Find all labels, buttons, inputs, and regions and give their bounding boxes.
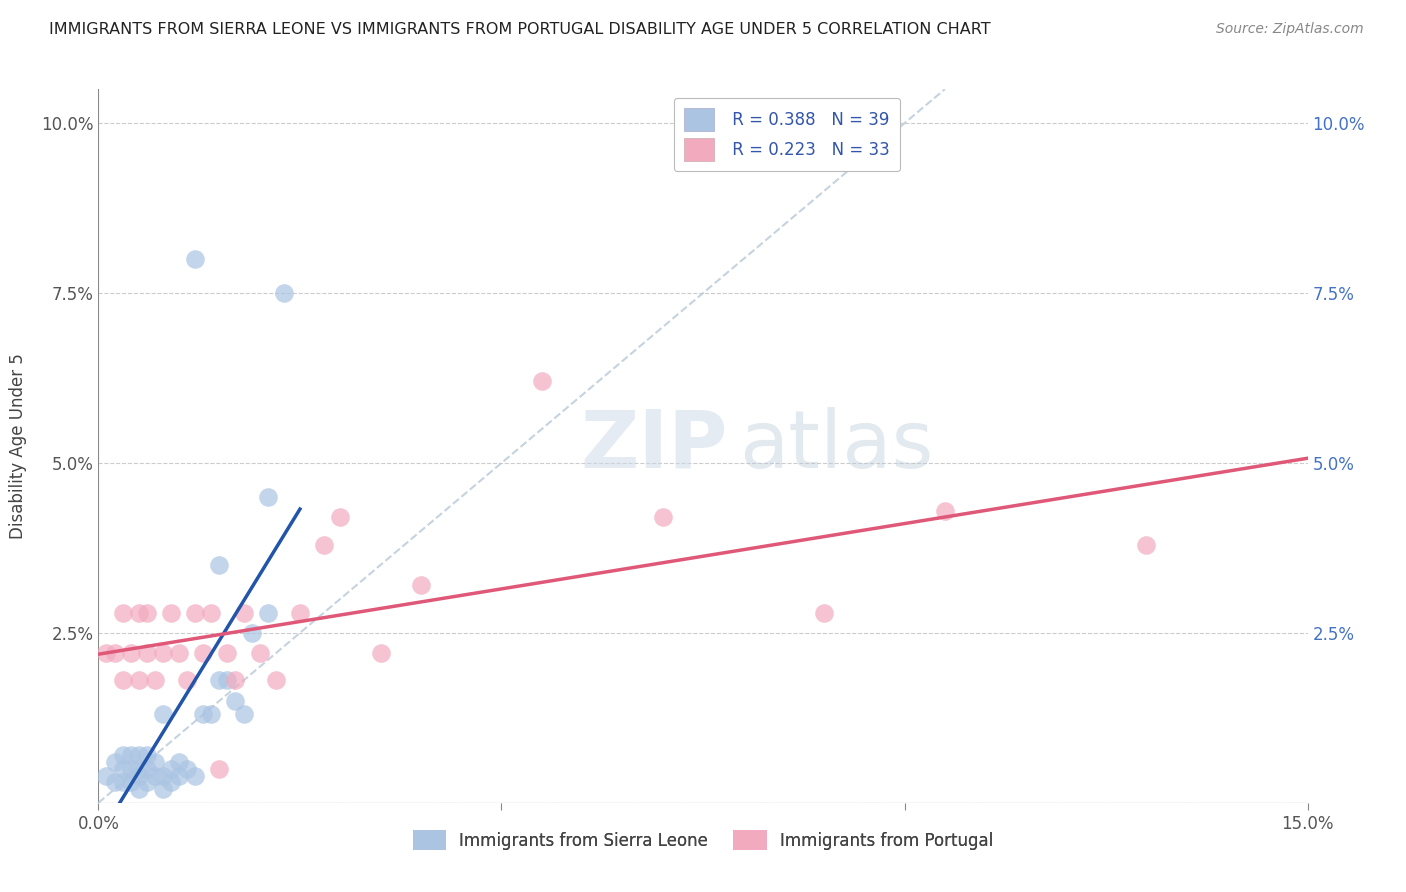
Point <box>160 606 183 620</box>
Point <box>193 707 215 722</box>
Point <box>249 646 271 660</box>
Point <box>813 606 835 620</box>
Point <box>111 673 134 688</box>
Point <box>128 606 150 620</box>
Point <box>224 694 246 708</box>
Point <box>184 606 207 620</box>
Point <box>232 707 254 722</box>
Point <box>208 558 231 572</box>
Point <box>135 606 157 620</box>
Point <box>530 375 553 389</box>
Point <box>152 782 174 797</box>
Point <box>111 748 134 763</box>
Point <box>103 775 125 789</box>
Point <box>120 748 142 763</box>
Point <box>193 646 215 660</box>
Point <box>103 755 125 769</box>
Point <box>167 755 190 769</box>
Point <box>200 606 222 620</box>
Point <box>329 510 352 524</box>
Point <box>160 775 183 789</box>
Point <box>217 646 239 660</box>
Point <box>96 769 118 783</box>
Point <box>240 626 263 640</box>
Point <box>120 646 142 660</box>
Point <box>128 748 150 763</box>
Point <box>111 775 134 789</box>
Point <box>128 782 150 797</box>
Point <box>135 748 157 763</box>
Point <box>120 775 142 789</box>
Point <box>128 769 150 783</box>
Point <box>224 673 246 688</box>
Point <box>103 646 125 660</box>
Point <box>288 606 311 620</box>
Point <box>1135 537 1157 551</box>
Point <box>273 286 295 301</box>
Point <box>176 673 198 688</box>
Point <box>167 646 190 660</box>
Point <box>370 646 392 660</box>
Point <box>217 673 239 688</box>
Point <box>120 762 142 776</box>
Point <box>314 537 336 551</box>
Point <box>232 606 254 620</box>
Point <box>256 606 278 620</box>
Point <box>409 578 432 592</box>
Point <box>184 252 207 266</box>
Point <box>135 646 157 660</box>
Point <box>184 769 207 783</box>
Text: atlas: atlas <box>740 407 934 485</box>
Text: IMMIGRANTS FROM SIERRA LEONE VS IMMIGRANTS FROM PORTUGAL DISABILITY AGE UNDER 5 : IMMIGRANTS FROM SIERRA LEONE VS IMMIGRAN… <box>49 22 991 37</box>
Point <box>143 755 166 769</box>
Point <box>128 673 150 688</box>
Point <box>160 762 183 776</box>
Point <box>152 707 174 722</box>
Y-axis label: Disability Age Under 5: Disability Age Under 5 <box>10 353 27 539</box>
Point <box>264 673 287 688</box>
Point <box>143 673 166 688</box>
Point <box>111 762 134 776</box>
Legend: Immigrants from Sierra Leone, Immigrants from Portugal: Immigrants from Sierra Leone, Immigrants… <box>405 822 1001 859</box>
Point <box>208 762 231 776</box>
Point <box>651 510 673 524</box>
Point <box>111 606 134 620</box>
Point <box>200 707 222 722</box>
Point <box>256 490 278 504</box>
Point <box>208 673 231 688</box>
Text: ZIP: ZIP <box>579 407 727 485</box>
Point <box>96 646 118 660</box>
Point <box>135 775 157 789</box>
Point <box>176 762 198 776</box>
Point <box>167 769 190 783</box>
Text: Source: ZipAtlas.com: Source: ZipAtlas.com <box>1216 22 1364 37</box>
Point <box>152 646 174 660</box>
Point <box>143 769 166 783</box>
Point <box>128 762 150 776</box>
Point <box>934 503 956 517</box>
Point <box>135 762 157 776</box>
Point <box>152 769 174 783</box>
